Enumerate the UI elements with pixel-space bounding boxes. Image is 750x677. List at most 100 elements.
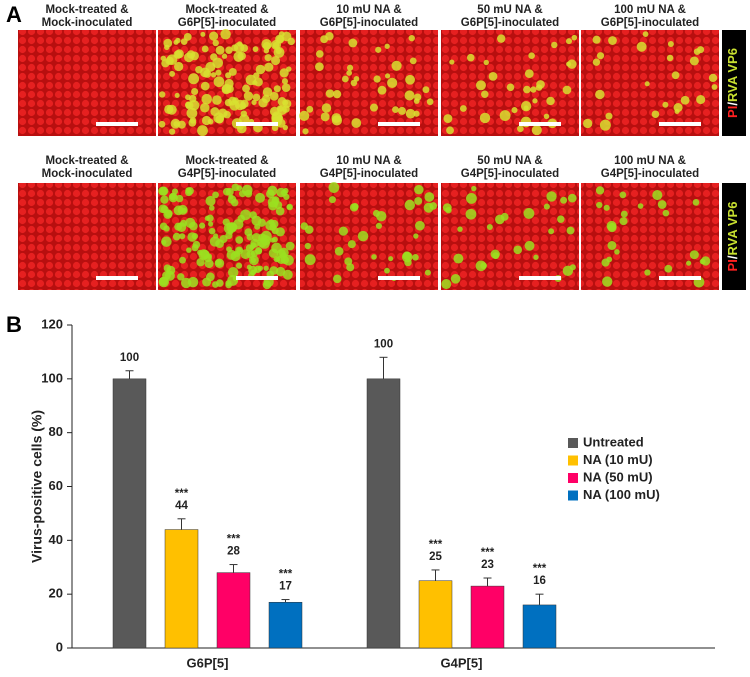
infected-cell: [282, 124, 288, 131]
infected-cell: [536, 80, 545, 89]
significance: ***: [175, 488, 189, 500]
infected-cell: [240, 249, 251, 260]
infected-cell: [565, 38, 573, 45]
infected-cell: [459, 105, 467, 112]
infected-cell: [159, 186, 169, 196]
bar: [470, 585, 505, 649]
infected-cell: [523, 207, 535, 219]
infected-cell: [608, 36, 617, 45]
infected-cell: [230, 251, 241, 262]
image-caption: 100 mU NA &: [614, 4, 686, 16]
infected-cell: [210, 72, 217, 78]
infected-cell: [242, 84, 250, 93]
infected-cell: [172, 232, 181, 241]
infected-cell: [373, 75, 381, 83]
infected-cells: [595, 186, 711, 288]
infected-cell: [258, 98, 268, 108]
scale-bar: [519, 276, 561, 280]
infected-cell: [331, 115, 343, 126]
infected-cell: [237, 51, 246, 61]
infected-cell: [185, 217, 196, 229]
infected-cell: [198, 249, 210, 260]
image-caption: 10 mU NA &: [336, 155, 401, 167]
infected-cell: [210, 107, 220, 117]
infected-cell: [255, 64, 266, 75]
infected-cell: [228, 67, 237, 76]
legend-swatch: [568, 473, 578, 483]
infected-cell: [592, 35, 601, 44]
infected-cell: [262, 87, 273, 97]
infected-cell: [225, 46, 233, 54]
infected-cell: [571, 34, 578, 41]
side-label-bg: [722, 183, 746, 290]
infected-cell: [413, 110, 420, 117]
x-tick-label: G6P[5]: [187, 655, 229, 670]
micrograph: [18, 30, 156, 136]
infected-cell: [267, 196, 279, 208]
infected-cell: [443, 114, 453, 124]
micrograph: [441, 30, 579, 136]
infected-cell: [384, 267, 390, 274]
image-caption: Mock-treated &: [45, 155, 128, 167]
infected-cell: [166, 265, 176, 275]
value-label: 44: [175, 500, 188, 512]
infected-cell: [204, 215, 210, 221]
infected-cell: [175, 37, 181, 44]
legend-label: NA (10 mU): [583, 452, 653, 467]
infected-cell: [415, 220, 425, 231]
infected-cell: [696, 95, 706, 105]
infected-cell: [320, 35, 329, 44]
infected-cell: [252, 93, 261, 102]
infected-cell: [161, 239, 167, 245]
infected-cell: [159, 91, 166, 98]
x-tick-label: G4P[5]: [441, 655, 483, 670]
infected-cell: [388, 256, 394, 262]
significance: ***: [227, 534, 241, 546]
infected-cell: [166, 104, 177, 115]
infected-cells: [300, 182, 438, 284]
infected-cell: [275, 34, 285, 44]
infected-cell: [603, 204, 610, 211]
infected-cell: [486, 224, 493, 231]
infected-cell: [651, 110, 660, 119]
infected-cell: [160, 205, 169, 214]
infected-cell: [179, 256, 186, 264]
infected-cell: [246, 233, 254, 241]
image-caption: 100 mU NA &: [614, 155, 686, 167]
infected-cell: [212, 39, 219, 47]
infected-cells: [583, 31, 718, 131]
y-tick-label: 100: [41, 370, 63, 385]
infected-cell: [566, 226, 575, 235]
infected-cell: [424, 269, 431, 276]
infected-cell: [186, 247, 192, 253]
scale-bar: [96, 122, 138, 126]
infected-cell: [171, 188, 179, 195]
scale-bar: [236, 122, 278, 126]
micrograph: [300, 30, 438, 136]
infected-cell: [348, 38, 358, 48]
infected-cell: [662, 209, 670, 217]
infected-cell: [252, 80, 258, 86]
infected-cell: [614, 249, 620, 255]
infected-cells: [441, 185, 577, 290]
micrograph: [441, 183, 579, 290]
significance: ***: [481, 547, 495, 559]
infected-cell: [276, 115, 284, 122]
infected-cell: [213, 76, 225, 88]
infected-cell: [200, 31, 206, 37]
infected-cell: [286, 203, 293, 211]
legend-swatch: [568, 455, 578, 466]
infected-cell: [466, 193, 477, 204]
infected-cell: [398, 106, 406, 115]
scale-bar: [378, 122, 420, 126]
infected-cell: [169, 70, 176, 77]
infected-cell: [302, 128, 309, 135]
infected-cell: [551, 41, 558, 49]
bar: [268, 601, 303, 649]
infected-cell: [269, 106, 280, 117]
infected-cell: [671, 71, 680, 80]
infected-cell: [692, 198, 700, 206]
infected-cell: [191, 87, 199, 96]
infected-cell: [282, 187, 289, 194]
infected-cell: [708, 73, 718, 83]
